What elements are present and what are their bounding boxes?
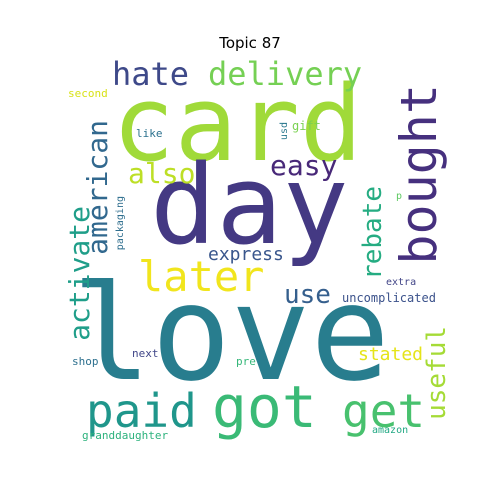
word-card: card — [112, 63, 363, 185]
word-packaging: packaging — [115, 196, 126, 251]
word-extra: extra — [386, 277, 417, 288]
word-amazon: amazon — [372, 425, 409, 436]
word-hate: hate — [112, 55, 190, 93]
word-love: love — [72, 257, 390, 411]
word-stated: stated — [358, 344, 424, 365]
word-like: like — [136, 127, 163, 140]
chart-title: Topic 87 — [219, 34, 281, 52]
word-easy: easy — [270, 149, 338, 182]
word-got: got — [212, 373, 317, 441]
word-rebate: rebate — [358, 186, 388, 280]
word-get: get — [342, 384, 426, 438]
word-express: express — [208, 244, 284, 265]
word-pre: pre — [236, 355, 256, 368]
word-gift: gift — [292, 119, 321, 133]
word-second: second — [68, 87, 108, 100]
word-paid: paid — [86, 384, 197, 438]
word-bought: bought — [390, 84, 448, 265]
word-usd: usd — [279, 122, 290, 141]
word-uncomplicated: uncomplicated — [342, 291, 436, 305]
word-delivery: delivery — [208, 55, 363, 93]
word-use: use — [284, 280, 331, 310]
word-p: p — [396, 191, 403, 202]
word-activate: activate — [63, 206, 96, 341]
word-also: also — [128, 157, 196, 190]
word-shop: shop — [72, 355, 99, 368]
word-granddaughter: granddaughter — [82, 429, 169, 442]
word-later: later — [138, 252, 265, 301]
word-useful: useful — [422, 326, 452, 420]
word-next: next — [132, 347, 159, 360]
word-day: day — [150, 141, 349, 269]
